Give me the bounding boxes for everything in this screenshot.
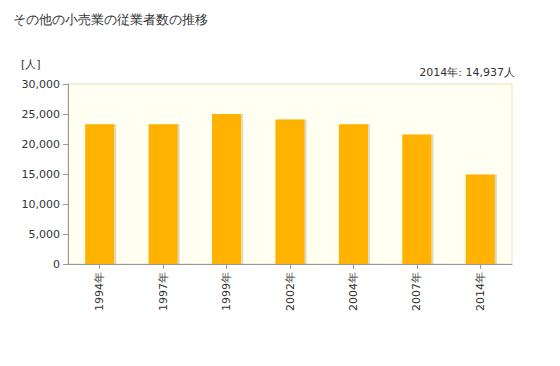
svg-text:2014年: 2014年 (474, 272, 487, 311)
svg-text:0: 0 (53, 258, 60, 271)
svg-text:25,000: 25,000 (22, 108, 61, 121)
svg-text:その他の小売業の従業者数の推移: その他の小売業の従業者数の推移 (13, 12, 208, 27)
svg-text:1994年: 1994年 (93, 272, 106, 311)
svg-text:2002年: 2002年 (284, 272, 297, 311)
svg-text:15,000: 15,000 (22, 168, 61, 181)
svg-text:2004年: 2004年 (347, 272, 360, 311)
svg-text:10,000: 10,000 (22, 198, 61, 211)
svg-text:[人]: [人] (21, 58, 41, 71)
svg-text:30,000: 30,000 (22, 78, 61, 91)
svg-text:2014年: 14,937人: 2014年: 14,937人 (419, 66, 515, 79)
svg-text:20,000: 20,000 (22, 138, 61, 151)
svg-text:5,000: 5,000 (29, 228, 61, 241)
svg-text:1997年: 1997年 (157, 272, 170, 311)
svg-text:1999年: 1999年 (220, 272, 233, 311)
svg-text:2007年: 2007年 (410, 272, 423, 311)
